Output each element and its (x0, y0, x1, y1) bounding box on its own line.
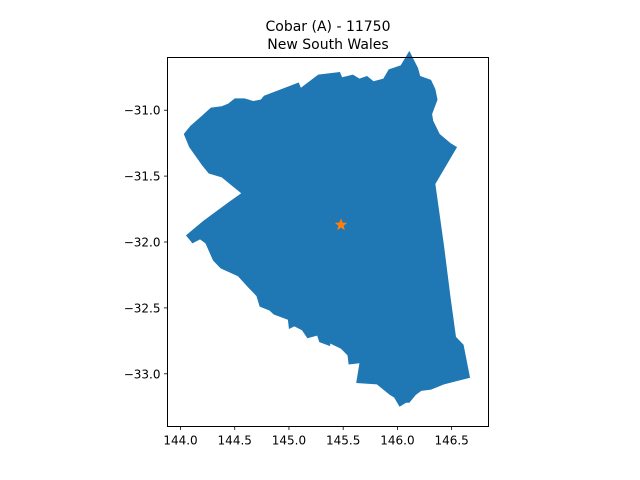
map-plot-area (183, 50, 471, 407)
y-tick-label: −33.0 (124, 367, 161, 381)
x-tick-label: 145.0 (272, 434, 306, 448)
x-tick-label: 145.5 (326, 434, 360, 448)
star-marker-icon (334, 218, 348, 231)
region-boundary (183, 50, 471, 407)
x-tick-label: 146.5 (434, 434, 468, 448)
map-subtitle: New South Wales (267, 37, 388, 53)
y-tick-label: −31.0 (124, 104, 161, 118)
x-tick-label: 144.0 (163, 434, 197, 448)
map-title: Cobar (A) - 11750 (265, 19, 390, 35)
y-axis: −31.0 −31.5 −32.0 −32.5 −33.0 (124, 104, 168, 381)
y-tick-label: −31.5 (124, 170, 161, 184)
x-tick-label: 144.5 (218, 434, 252, 448)
y-tick-label: −32.0 (124, 236, 161, 250)
x-tick-label: 146.0 (380, 434, 414, 448)
marker-layer (334, 218, 348, 231)
x-axis: 144.0 144.5 145.0 145.5 146.0 146.5 (163, 426, 469, 448)
y-tick-label: −32.5 (124, 301, 161, 315)
